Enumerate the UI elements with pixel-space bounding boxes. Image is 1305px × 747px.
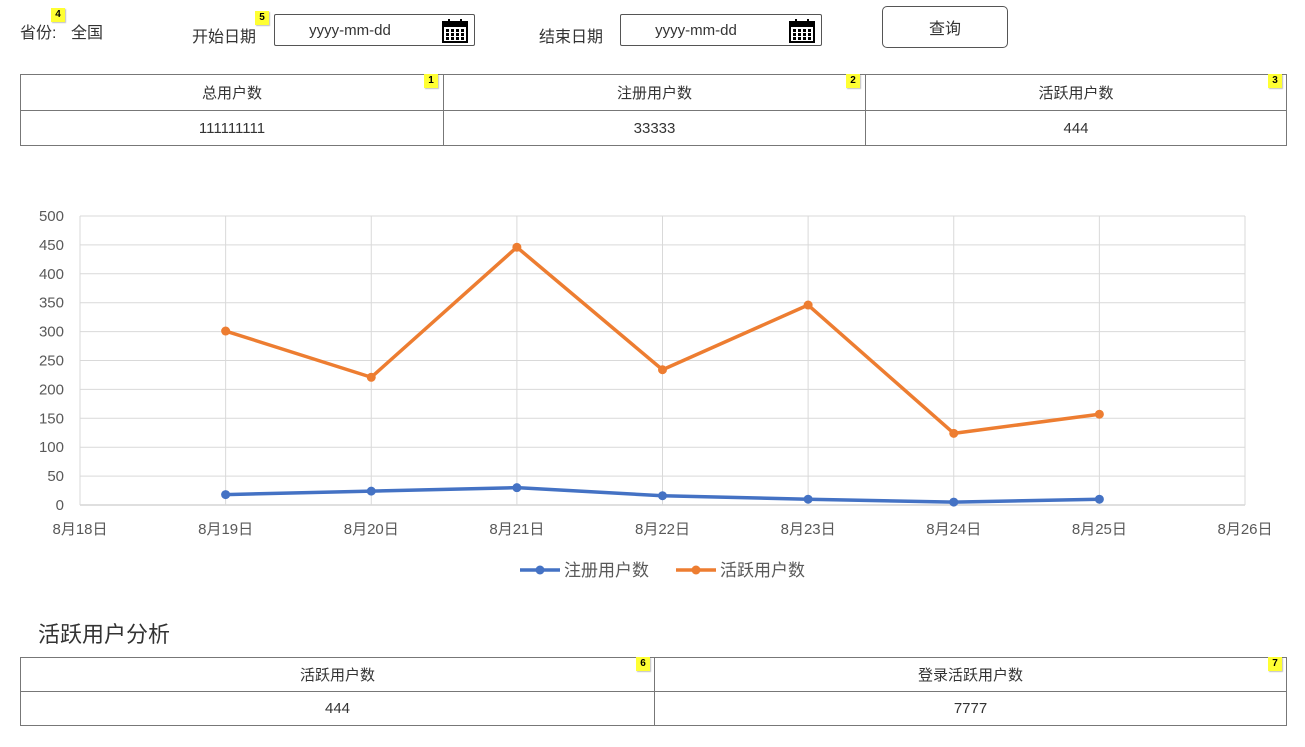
summary-table: 总用户数 注册用户数 活跃用户数 111111111 33333 444: [20, 74, 1287, 146]
y-tick-label: 500: [39, 208, 64, 225]
y-tick-label: 0: [56, 497, 64, 514]
chart-series: [221, 242, 1104, 507]
annotation-badge-5: 5: [255, 11, 269, 25]
x-tick-label: 8月25日: [1072, 521, 1127, 538]
data-point: [803, 494, 813, 504]
y-tick-label: 450: [39, 237, 64, 254]
end-date-input[interactable]: [621, 15, 771, 45]
data-point: [658, 365, 667, 375]
annotation-badge-6: 6: [636, 657, 650, 671]
y-axis-ticks: 0 50 100 150 200 250 300 350 400 450 500: [39, 208, 64, 514]
chart-legend: 注册用户数 活跃用户数: [520, 561, 805, 580]
annotation-badge-1: 1: [424, 74, 438, 88]
x-tick-label: 8月20日: [344, 521, 399, 538]
legend-marker: [691, 565, 701, 575]
y-tick-label: 50: [47, 468, 64, 485]
x-tick-label: 8月19日: [198, 521, 253, 538]
y-tick-label: 400: [39, 266, 64, 283]
active-section-title: 活跃用户分析: [38, 622, 171, 647]
legend-label: 活跃用户数: [720, 561, 805, 580]
data-point: [1094, 409, 1104, 419]
legend-marker: [535, 565, 545, 575]
y-tick-label: 100: [39, 439, 64, 456]
annotation-badge-7: 7: [1268, 657, 1282, 671]
start-date-input[interactable]: [275, 15, 425, 45]
start-date-field[interactable]: [274, 14, 475, 46]
x-tick-label: 8月22日: [635, 521, 690, 538]
end-date-label: 结束日期: [539, 29, 604, 46]
x-tick-label: 8月23日: [781, 521, 836, 538]
x-tick-label: 8月24日: [926, 521, 981, 538]
data-point: [366, 486, 376, 496]
y-tick-label: 150: [39, 410, 64, 427]
calendar-icon[interactable]: [789, 19, 815, 43]
data-point: [512, 242, 522, 252]
data-point: [221, 326, 231, 336]
start-date-label: 开始日期: [192, 29, 257, 46]
data-point: [221, 490, 231, 500]
province-label: 省份:: [20, 25, 57, 42]
end-date-field[interactable]: [620, 14, 822, 46]
calendar-icon[interactable]: [442, 19, 468, 43]
annotation-badge-3: 3: [1268, 74, 1282, 88]
summary-value-row: 111111111 33333 444: [20, 110, 1287, 146]
y-tick-label: 300: [39, 324, 64, 341]
x-tick-label: 8月18日: [52, 521, 107, 538]
data-point: [1094, 494, 1104, 504]
data-point: [658, 491, 667, 501]
y-tick-label: 250: [39, 353, 64, 370]
active-users-table: 活跃用户数 登录活跃用户数 444 7777: [20, 657, 1287, 726]
query-button[interactable]: 查询: [882, 6, 1008, 48]
x-tick-label: 8月26日: [1217, 521, 1272, 538]
data-point: [366, 372, 376, 382]
header-total-users: 总用户数: [20, 74, 444, 111]
header-registered-users: 注册用户数: [443, 74, 866, 111]
header-active-users: 活跃用户数: [865, 74, 1287, 111]
data-point: [512, 483, 522, 493]
x-tick-label: 8月21日: [489, 521, 544, 538]
value-registered-users: 33333: [443, 110, 866, 146]
value-active-users: 444: [865, 110, 1287, 146]
legend-label: 注册用户数: [564, 561, 649, 580]
user-trend-chart: 0 50 100 150 200 250 300 350 400 450 500 8月18日 8月19…: [39, 208, 1273, 580]
y-tick-label: 350: [39, 295, 64, 312]
summary-header-row: 总用户数 注册用户数 活跃用户数: [20, 74, 1287, 111]
value-total-users: 111111111: [20, 110, 444, 146]
chart-grid: [79, 215, 1246, 506]
annotation-badge-2: 2: [846, 74, 860, 88]
data-point: [949, 497, 959, 507]
value-active-users: 444: [20, 691, 655, 726]
data-point: [803, 300, 813, 310]
annotation-badge-4: 4: [51, 8, 65, 22]
header-active-users: 活跃用户数: [20, 657, 655, 692]
value-login-active-users: 7777: [654, 691, 1287, 726]
header-login-active-users: 登录活跃用户数: [654, 657, 1287, 692]
data-point: [949, 428, 959, 438]
province-value[interactable]: 全国: [71, 25, 104, 42]
y-tick-label: 200: [39, 381, 64, 398]
active-value-row: 444 7777: [20, 691, 1287, 726]
x-axis-ticks: 8月18日 8月19日 8月20日 8月21日 8月22日 8月23日 8月24日 8月25日…: [52, 521, 1272, 538]
active-header-row: 活跃用户数 登录活跃用户数: [20, 657, 1287, 692]
